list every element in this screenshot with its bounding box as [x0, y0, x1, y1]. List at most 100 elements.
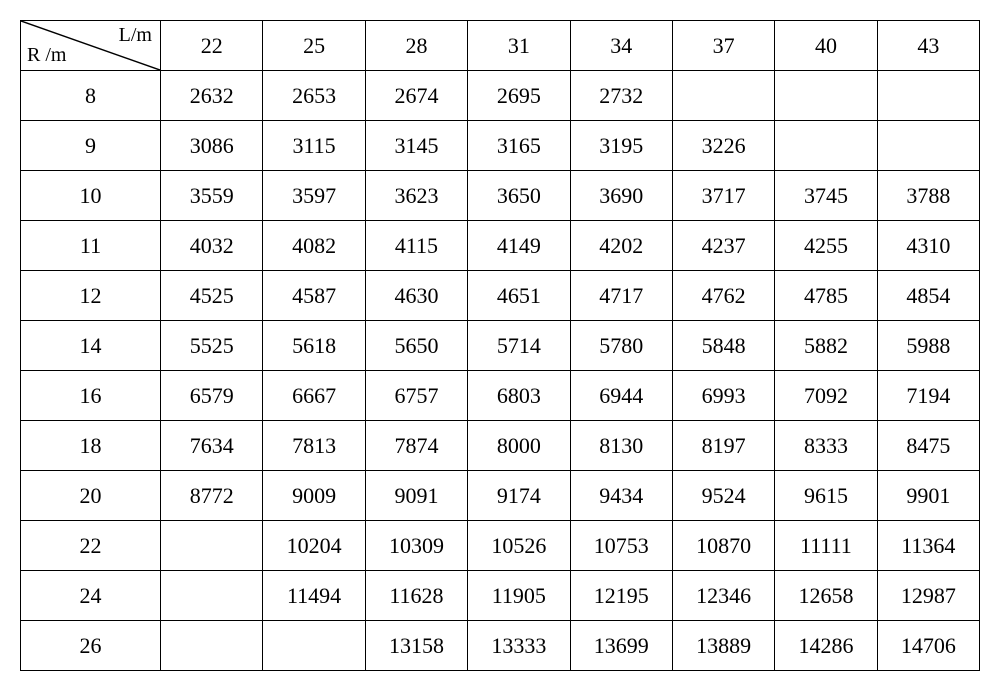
table-body: 8 2632 2653 2674 2695 2732 9 3086 3115 3…: [21, 71, 980, 671]
data-cell: 4630: [365, 271, 467, 321]
data-cell: 7194: [877, 371, 979, 421]
data-cell: 3559: [161, 171, 263, 221]
data-cell: 3145: [365, 121, 467, 171]
data-cell: 8000: [468, 421, 570, 471]
row-header: 10: [21, 171, 161, 221]
data-cell: 3165: [468, 121, 570, 171]
data-cell: 14286: [775, 621, 877, 671]
data-cell: 4237: [672, 221, 774, 271]
data-cell: [672, 71, 774, 121]
data-cell: [161, 521, 263, 571]
table-row: 24 11494 11628 11905 12195 12346 12658 1…: [21, 571, 980, 621]
table-row: 16 6579 6667 6757 6803 6944 6993 7092 71…: [21, 371, 980, 421]
data-cell: 12987: [877, 571, 979, 621]
row-header: 16: [21, 371, 161, 421]
data-cell: 6944: [570, 371, 672, 421]
data-cell: 4762: [672, 271, 774, 321]
data-cell: 6803: [468, 371, 570, 421]
data-cell: 3788: [877, 171, 979, 221]
data-cell: 11364: [877, 521, 979, 571]
data-cell: 2632: [161, 71, 263, 121]
data-cell: 5714: [468, 321, 570, 371]
column-header: 43: [877, 21, 979, 71]
table-row: 14 5525 5618 5650 5714 5780 5848 5882 59…: [21, 321, 980, 371]
data-cell: [161, 621, 263, 671]
data-cell: 4854: [877, 271, 979, 321]
data-cell: 5848: [672, 321, 774, 371]
data-cell: 9901: [877, 471, 979, 521]
table-row: 11 4032 4082 4115 4149 4202 4237 4255 43…: [21, 221, 980, 271]
data-cell: 2695: [468, 71, 570, 121]
data-cell: 8772: [161, 471, 263, 521]
column-header: 28: [365, 21, 467, 71]
data-cell: 4082: [263, 221, 365, 271]
data-cell: 11111: [775, 521, 877, 571]
data-cell: 6579: [161, 371, 263, 421]
data-cell: 8197: [672, 421, 774, 471]
column-header: 40: [775, 21, 877, 71]
row-header: 12: [21, 271, 161, 321]
data-cell: [263, 621, 365, 671]
data-table-container: L/m R /m 22 25 28 31 34 37 40 43 8 2632 …: [20, 20, 980, 671]
data-cell: 11628: [365, 571, 467, 621]
row-header: 11: [21, 221, 161, 271]
row-header: 20: [21, 471, 161, 521]
data-cell: 4717: [570, 271, 672, 321]
data-cell: 13889: [672, 621, 774, 671]
table-row: 10 3559 3597 3623 3650 3690 3717 3745 37…: [21, 171, 980, 221]
data-cell: 10204: [263, 521, 365, 571]
column-header: 37: [672, 21, 774, 71]
data-cell: 7813: [263, 421, 365, 471]
data-cell: 9174: [468, 471, 570, 521]
table-row: 18 7634 7813 7874 8000 8130 8197 8333 84…: [21, 421, 980, 471]
data-cell: 12346: [672, 571, 774, 621]
data-cell: 5618: [263, 321, 365, 371]
data-cell: [775, 71, 877, 121]
data-cell: 3623: [365, 171, 467, 221]
data-cell: 4149: [468, 221, 570, 271]
data-cell: 10870: [672, 521, 774, 571]
data-cell: 4115: [365, 221, 467, 271]
data-cell: 13699: [570, 621, 672, 671]
row-header: 14: [21, 321, 161, 371]
data-cell: 3226: [672, 121, 774, 171]
data-cell: 9524: [672, 471, 774, 521]
data-cell: [775, 121, 877, 171]
data-cell: 9091: [365, 471, 467, 521]
data-cell: 3690: [570, 171, 672, 221]
data-cell: 7634: [161, 421, 263, 471]
data-cell: 6667: [263, 371, 365, 421]
row-header: 9: [21, 121, 161, 171]
row-header: 24: [21, 571, 161, 621]
data-cell: 2674: [365, 71, 467, 121]
data-cell: 9009: [263, 471, 365, 521]
column-header: 22: [161, 21, 263, 71]
data-table: L/m R /m 22 25 28 31 34 37 40 43 8 2632 …: [20, 20, 980, 671]
data-cell: 5525: [161, 321, 263, 371]
data-cell: 3086: [161, 121, 263, 171]
data-cell: 3717: [672, 171, 774, 221]
data-cell: 11905: [468, 571, 570, 621]
data-cell: 2732: [570, 71, 672, 121]
row-header: 26: [21, 621, 161, 671]
data-cell: 4202: [570, 221, 672, 271]
header-row: L/m R /m 22 25 28 31 34 37 40 43: [21, 21, 980, 71]
data-cell: 10309: [365, 521, 467, 571]
column-header: 34: [570, 21, 672, 71]
data-cell: 3597: [263, 171, 365, 221]
table-row: 8 2632 2653 2674 2695 2732: [21, 71, 980, 121]
data-cell: 3745: [775, 171, 877, 221]
column-header: 25: [263, 21, 365, 71]
data-cell: 5650: [365, 321, 467, 371]
data-cell: 4255: [775, 221, 877, 271]
data-cell: 12195: [570, 571, 672, 621]
data-cell: 4525: [161, 271, 263, 321]
data-cell: 9615: [775, 471, 877, 521]
data-cell: 10526: [468, 521, 570, 571]
table-row: 20 8772 9009 9091 9174 9434 9524 9615 99…: [21, 471, 980, 521]
data-cell: 4785: [775, 271, 877, 321]
data-cell: [161, 571, 263, 621]
data-cell: 5780: [570, 321, 672, 371]
data-cell: 13158: [365, 621, 467, 671]
data-cell: 6757: [365, 371, 467, 421]
